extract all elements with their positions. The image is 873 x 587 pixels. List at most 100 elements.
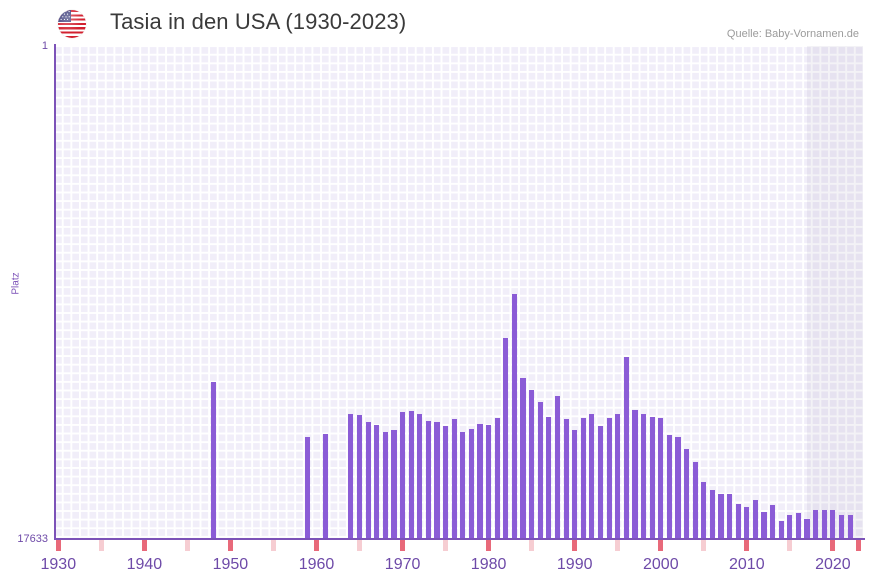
bar-1983 (511, 294, 518, 539)
bar-1982 (503, 338, 509, 539)
bar-1969 (391, 430, 397, 539)
bar-2015 (787, 515, 793, 539)
bar-1966 (365, 422, 371, 539)
bar-2004 (692, 462, 698, 539)
source-attribution: Quelle: Baby-Vornamen.de (726, 28, 859, 40)
bar-1993 (597, 426, 604, 539)
x-tick-label-1970: 1970 (384, 556, 421, 573)
x-tick-mark-1965 (356, 540, 363, 551)
bar-1975 (443, 426, 449, 539)
bar-1981 (494, 418, 500, 539)
plot-gridlines (54, 46, 863, 539)
bar-2007 (718, 494, 724, 539)
bar-1996 (623, 357, 629, 539)
x-tick-label-1930: 1930 (40, 556, 77, 573)
bar-1961 (322, 434, 328, 539)
bar-1948 (210, 382, 216, 539)
x-tick-mark-1970 (399, 540, 406, 551)
bar-1986 (537, 402, 543, 539)
x-tick-mark-1950 (227, 540, 233, 551)
x-tick-mark-1990 (572, 540, 578, 551)
bar-series (54, 46, 863, 539)
bar-1980 (486, 425, 492, 539)
x-tick-mark-end (856, 540, 862, 551)
page-title: Tasia in den USA (1930-2023) (110, 9, 407, 34)
bar-2008 (727, 494, 733, 539)
bar-1999 (649, 417, 655, 539)
bar-1988 (554, 396, 561, 539)
bar-1989 (563, 419, 569, 539)
bar-2019 (821, 510, 827, 539)
y-axis-line (54, 44, 56, 540)
x-tick-mark-1985 (529, 540, 535, 551)
x-tick-mark-1975 (443, 540, 449, 551)
bar-1992 (589, 414, 595, 539)
x-tick-mark-2000 (658, 540, 664, 551)
no-data-shaded-band (807, 46, 863, 539)
x-tick-label-1950: 1950 (212, 556, 249, 573)
y-axis-bottom-label: 17633 (17, 533, 48, 545)
x-tick-mark-2015 (787, 540, 793, 551)
x-tick-mark-1940 (141, 540, 147, 551)
bar-1998 (640, 414, 647, 539)
bar-2010 (744, 507, 750, 539)
x-tick-mark-1995 (615, 540, 621, 551)
chart-header: Tasia in den USA (1930-2023) Quelle: Bab… (0, 0, 873, 46)
bar-1985 (529, 390, 535, 539)
bar-1970 (399, 412, 406, 539)
x-tick-mark-1935 (98, 540, 104, 551)
y-axis-title: Platz (10, 272, 22, 295)
bar-2000 (658, 418, 664, 539)
bar-1973 (425, 421, 431, 539)
bar-2018 (813, 510, 819, 539)
bar-1971 (408, 411, 414, 539)
bar-2012 (761, 512, 767, 539)
y-axis-top-label: 1 (41, 40, 48, 52)
x-tick-label-1940: 1940 (126, 556, 163, 573)
bar-1997 (632, 410, 638, 539)
bar-1976 (451, 419, 457, 539)
x-axis-line (54, 538, 865, 540)
bar-1967 (374, 425, 380, 539)
x-tick-mark-1955 (270, 540, 277, 551)
x-tick-mark-1960 (313, 540, 320, 551)
bar-2005 (701, 482, 707, 539)
bar-1972 (417, 414, 423, 539)
bar-1977 (460, 432, 466, 539)
bar-2013 (770, 505, 776, 539)
bar-1978 (468, 429, 474, 539)
bar-1968 (382, 432, 388, 539)
bar-2014 (778, 521, 784, 539)
x-tick-mark-1945 (184, 540, 190, 551)
bar-2017 (804, 519, 810, 539)
bar-1994 (606, 418, 612, 539)
bar-1974 (434, 422, 440, 539)
x-tick-label-1960: 1960 (298, 556, 335, 573)
flag-gloss (58, 10, 86, 38)
x-tick-label-2000: 2000 (643, 556, 679, 573)
bar-1984 (520, 378, 526, 539)
bar-1987 (546, 417, 552, 539)
bar-2011 (752, 500, 758, 539)
x-tick-mark-2005 (701, 540, 707, 551)
bar-2021 (838, 515, 845, 539)
bar-1995 (615, 414, 621, 539)
bar-1979 (477, 424, 483, 539)
bar-2006 (709, 490, 715, 539)
bar-2001 (666, 435, 672, 539)
bar-2016 (795, 513, 802, 539)
bar-1964 (348, 414, 354, 539)
bar-2003 (683, 449, 690, 539)
x-tick-mark-1930 (55, 540, 61, 551)
bar-2009 (735, 504, 741, 539)
flag-canton (58, 10, 71, 22)
chart-plot-area (54, 46, 863, 539)
bar-2022 (847, 515, 853, 539)
bar-1990 (572, 430, 578, 539)
bar-1965 (356, 415, 363, 539)
x-tick-label-2020: 2020 (815, 556, 851, 573)
x-tick-label-1980: 1980 (470, 556, 507, 573)
x-tick-label-2010: 2010 (729, 556, 765, 573)
bar-2002 (675, 437, 681, 539)
x-tick-label-1990: 1990 (556, 556, 593, 573)
